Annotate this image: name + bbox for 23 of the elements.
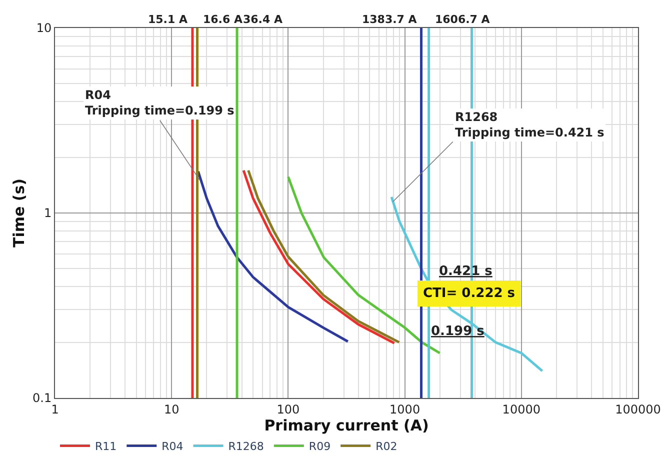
y-tick-label: 0.1 bbox=[32, 391, 52, 406]
legend-label: R02 bbox=[376, 440, 398, 454]
y-axis-title: Time (s) bbox=[10, 178, 28, 248]
y-tick-label: 10 bbox=[36, 21, 52, 36]
x-tick-label: 10 bbox=[164, 402, 180, 416]
legend-label: R04 bbox=[162, 440, 184, 454]
legend-label: R09 bbox=[308, 440, 331, 454]
ref-line-label: 36.4 A bbox=[243, 13, 283, 26]
ref-line-label: 1383.7 A bbox=[362, 13, 418, 26]
x-tick-label: 100000 bbox=[615, 402, 661, 416]
x-tick-label: 100 bbox=[276, 402, 300, 416]
legend-label: R1268 bbox=[228, 440, 264, 454]
x-tick-label: 1000 bbox=[390, 402, 420, 416]
annotation: R04 Tripping time=0.199 s bbox=[85, 88, 234, 118]
x-axis-title: Primary current (A) bbox=[264, 416, 429, 434]
annotation: R1268 Tripping time=0.421 s bbox=[455, 110, 604, 140]
ref-line-label: 1606.7 A bbox=[435, 13, 490, 26]
x-tick-label: 10000 bbox=[502, 402, 540, 416]
legend-label: R11 bbox=[95, 440, 117, 454]
y-tick-label: 1 bbox=[44, 206, 52, 220]
ref-line-label: 15.1 A bbox=[148, 13, 188, 26]
ref-line-label: 16.6 A bbox=[203, 13, 243, 26]
annotation: CTI= 0.222 s bbox=[423, 286, 516, 301]
